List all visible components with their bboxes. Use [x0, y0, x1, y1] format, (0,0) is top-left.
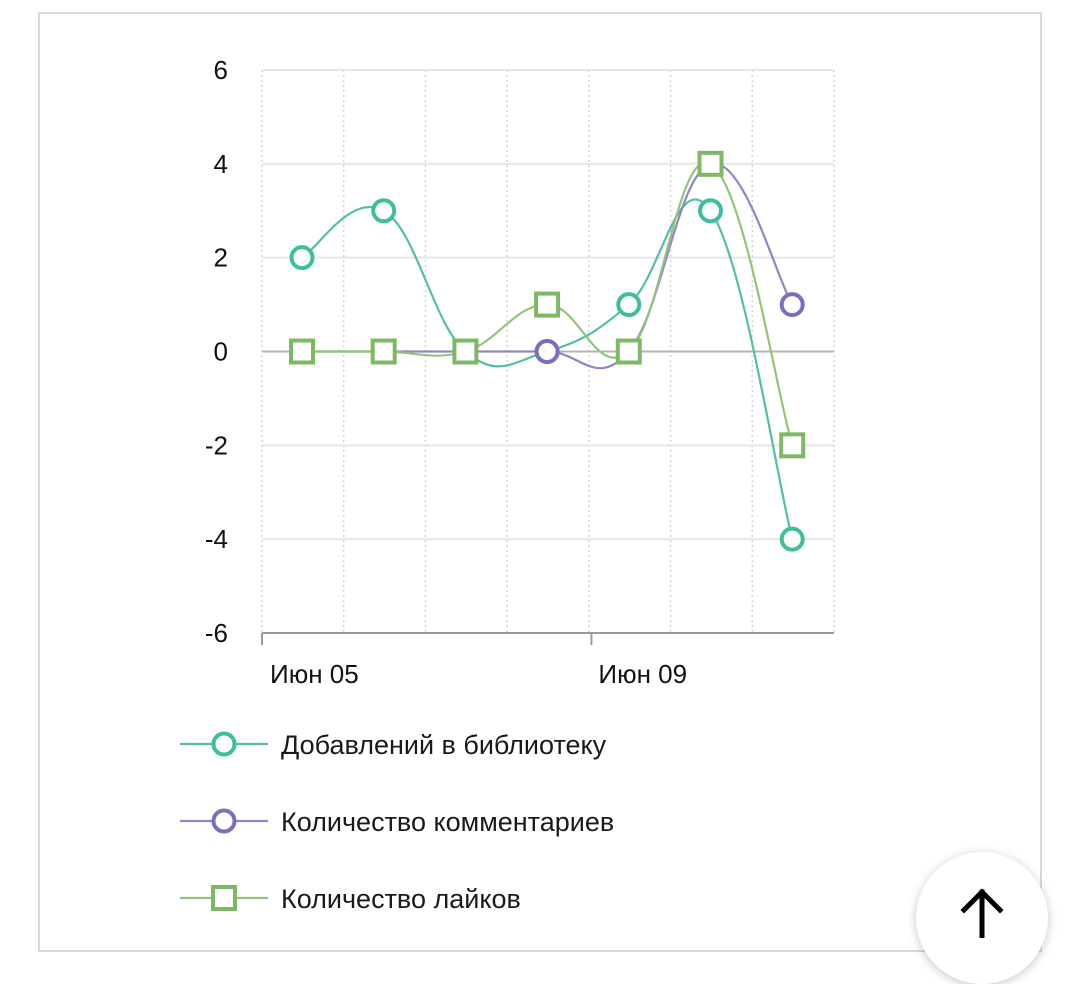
likes-point — [779, 432, 806, 459]
comments-legend-marker — [211, 808, 237, 834]
y-tick-label: -6 — [205, 618, 228, 648]
y-tick-label: 0 — [214, 337, 228, 367]
library-adds-point — [289, 245, 315, 271]
likes-point — [697, 150, 724, 177]
library-adds-point — [371, 198, 397, 224]
y-tick-label: -4 — [205, 524, 228, 554]
y-tick-label: 4 — [214, 149, 228, 179]
likes-legend-label: Количество лайков — [281, 884, 521, 914]
likes-point — [534, 291, 561, 318]
y-tick-label: 6 — [214, 55, 228, 85]
library-adds-legend-label: Добавлений в библиотеку — [281, 730, 607, 760]
data-points — [289, 150, 806, 552]
likes-point — [452, 338, 479, 365]
arrow-up-icon — [960, 888, 1004, 938]
comments-point — [534, 339, 560, 364]
line-chart: 6 4 2 0 -2 -4 -6 Июн 05 Июн 09 Добавлений в библ… — [180, 55, 835, 914]
y-tick-label: -2 — [205, 430, 228, 460]
axes: 6 4 2 0 -2 -4 -6 Июн 05 Июн 09 — [205, 55, 834, 689]
x-tick-label: Июн 05 — [270, 659, 359, 689]
library-adds-line — [301, 198, 794, 540]
library-adds-legend-marker — [211, 731, 237, 757]
likes-point — [370, 338, 397, 365]
library-adds-point — [779, 526, 805, 552]
chart-card — [38, 12, 1042, 952]
scroll-to-top-button[interactable] — [916, 852, 1048, 984]
y-tick-label: 2 — [214, 243, 228, 273]
library-adds-point — [616, 292, 642, 318]
comments-point — [779, 292, 805, 318]
likes-point — [289, 338, 315, 365]
library-adds-point — [698, 198, 723, 224]
likes-point — [615, 338, 642, 365]
legend: Добавлений в библиотеку Количество коммен… — [180, 730, 614, 914]
likes-legend-marker — [211, 885, 237, 911]
comments-legend-label: Количество комментариев — [281, 807, 614, 837]
x-tick-label: Июн 09 — [598, 659, 687, 689]
comments-line — [302, 162, 794, 370]
likes-line — [302, 161, 794, 446]
